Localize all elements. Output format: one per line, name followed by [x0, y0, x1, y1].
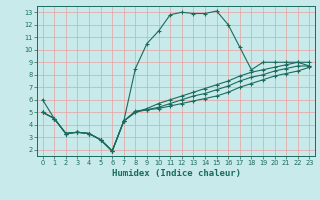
X-axis label: Humidex (Indice chaleur): Humidex (Indice chaleur) — [111, 169, 241, 178]
